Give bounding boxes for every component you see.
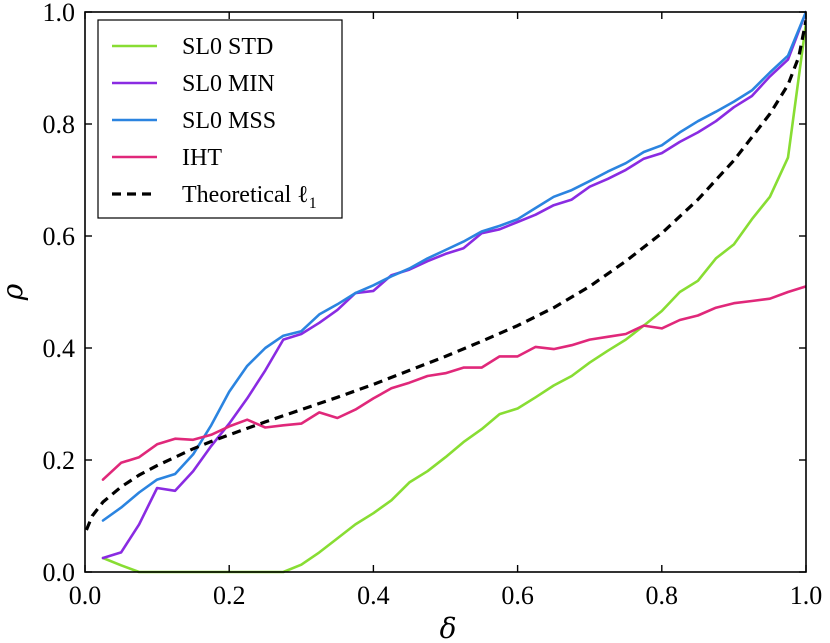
y-tick-label: 1.0 [43, 0, 76, 27]
y-tick-label: 0.0 [43, 558, 76, 587]
legend: SL0 STD SL0 MIN SL0 MSS IHT Theoretical ℓ1 [97, 19, 343, 219]
y-tick-label: 0.8 [43, 110, 76, 139]
series-line-iht [101, 285, 806, 481]
y-tick-label: 0.2 [43, 446, 76, 475]
series-layer [85, 10, 806, 574]
series-line-sl0-min [101, 10, 806, 560]
y-tick-label: 0.6 [43, 222, 76, 251]
ticks-layer: 0.0 0.2 0.4 0.6 0.8 1.0 0.0 0.2 0.4 0.6 0.8 1.0 [43, 0, 823, 610]
x-tick-label: 0.6 [501, 581, 534, 610]
x-tick-label: 1.0 [790, 581, 823, 610]
legend-label-sl0-min: SL0 MIN [182, 71, 275, 97]
x-tick-label: 0.8 [646, 581, 679, 610]
y-axis-label: ρ [0, 283, 29, 301]
legend-label-theoretical: Theoretical ℓ1 [182, 182, 317, 212]
y-tick-label: 0.4 [43, 334, 76, 363]
series-line-theoretical-1 [85, 20, 806, 531]
legend-label-sl0-mss: SL0 MSS [182, 108, 276, 134]
series-line-sl0-mss [101, 10, 806, 522]
x-tick-label: 0.0 [69, 581, 102, 610]
legend-label-sl0-std: SL0 STD [182, 34, 273, 60]
x-tick-label: 0.4 [357, 581, 390, 610]
x-axis-label: δ [440, 612, 457, 643]
legend-label-iht: IHT [182, 145, 222, 171]
x-tick-label: 0.2 [213, 581, 246, 610]
plot-frame [84, 11, 807, 573]
